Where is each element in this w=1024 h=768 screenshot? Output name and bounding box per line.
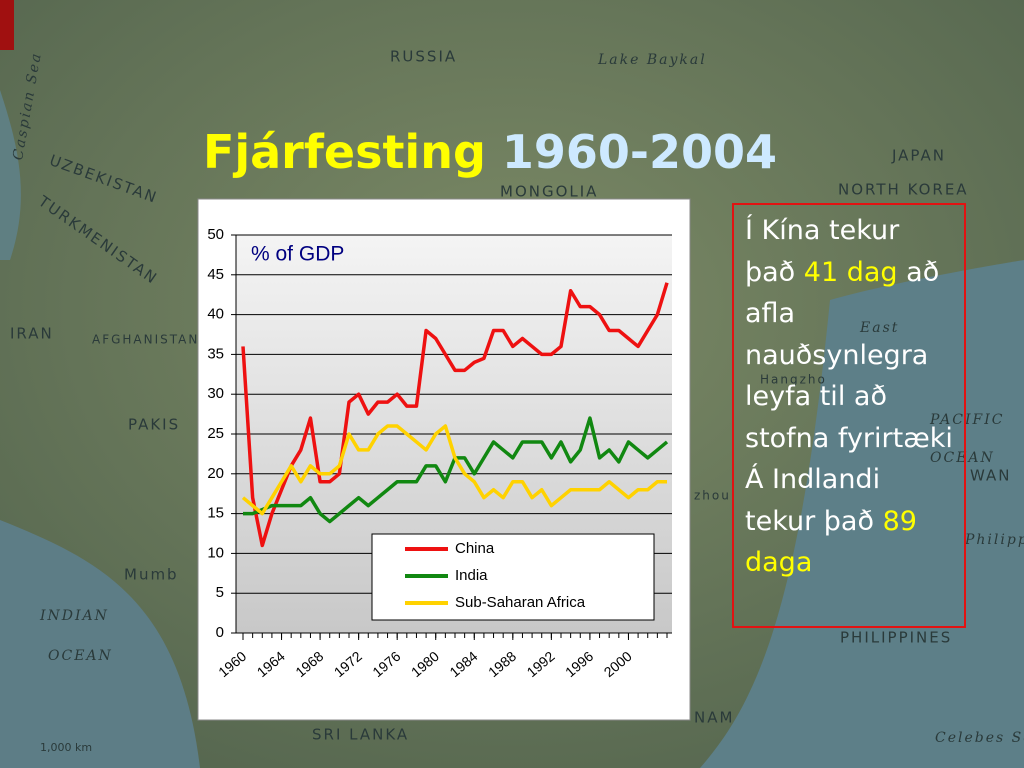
sidebar-item: Á Indlandi tekur það 89 daga [745, 459, 957, 584]
y-tick-label: 20 [207, 465, 224, 482]
legend-label: China [455, 540, 495, 557]
map-label: AFGHANISTAN [92, 333, 199, 347]
map-label: East [859, 320, 899, 336]
y-tick-label: 10 [207, 544, 224, 561]
series-line [241, 282, 669, 548]
map-label: JAPAN [891, 147, 946, 165]
sidebar-box [732, 203, 966, 628]
map-label: WAN [970, 467, 1012, 485]
map-label: OCEAN [930, 450, 995, 466]
map-label: NORTH KOREA [838, 181, 969, 199]
sea [0, 90, 21, 260]
slide-title: Fjárfesting 1960-2004 [203, 125, 777, 179]
chart-title: % of GDP [251, 243, 344, 266]
map-label: IRAN [10, 325, 54, 343]
y-tick-label: 40 [207, 306, 224, 323]
sidebar-before: Á Indlandi tekur það [745, 464, 889, 537]
y-tick-label: 45 [207, 266, 224, 283]
map-label: Lake Baykal [597, 52, 707, 68]
sea [700, 260, 1024, 768]
map-label: 1,000 km [40, 741, 92, 754]
map-label: OCEAN [48, 648, 113, 664]
y-tick-label: 25 [207, 425, 224, 442]
map-label: Philippine Sea [964, 532, 1024, 548]
sidebar-before: Í Kína tekur það [745, 215, 908, 288]
sidebar-item: Í Kína tekur það 41 dag að afla nauðsynl… [745, 210, 957, 459]
map-label: Mumb [124, 566, 179, 584]
legend-label: Sub-Saharan Africa [455, 594, 586, 611]
y-tick-label: 30 [207, 385, 224, 402]
map-label: MONGOLIA [500, 183, 598, 201]
sidebar-highlight: 41 dag [803, 256, 898, 288]
map-label: Celebes Sea [935, 730, 1024, 746]
map-label: zhou [694, 489, 731, 503]
y-tick-label: 15 [207, 505, 224, 522]
sidebar-text: Í Kína tekur það 41 dag að afla nauðsynl… [745, 210, 957, 584]
map-label: PAKIS [128, 416, 180, 434]
sidebar-highlight: 89 daga [745, 505, 926, 579]
map-label: PHILIPPINES [840, 629, 952, 647]
legend-label: India [455, 567, 488, 584]
y-tick-label: 0 [216, 624, 224, 641]
map-label: Hangzho [760, 373, 827, 387]
sea [0, 520, 200, 768]
y-tick-label: 5 [216, 584, 224, 601]
title-text: Fjárfesting [203, 125, 486, 179]
map-label: NAM [694, 709, 734, 727]
y-tick-label: 35 [207, 345, 224, 362]
corner-mark [0, 0, 14, 50]
sidebar-after: að afla nauðsynlegra leyfa til að stofna… [745, 256, 953, 454]
title-years: 1960-2004 [502, 125, 777, 179]
map-label: INDIAN [39, 608, 109, 624]
y-tick-label: 50 [207, 226, 224, 243]
map-label: SRI LANKA [312, 726, 409, 744]
series-line [241, 424, 667, 516]
map-label: RUSSIA [390, 48, 457, 66]
